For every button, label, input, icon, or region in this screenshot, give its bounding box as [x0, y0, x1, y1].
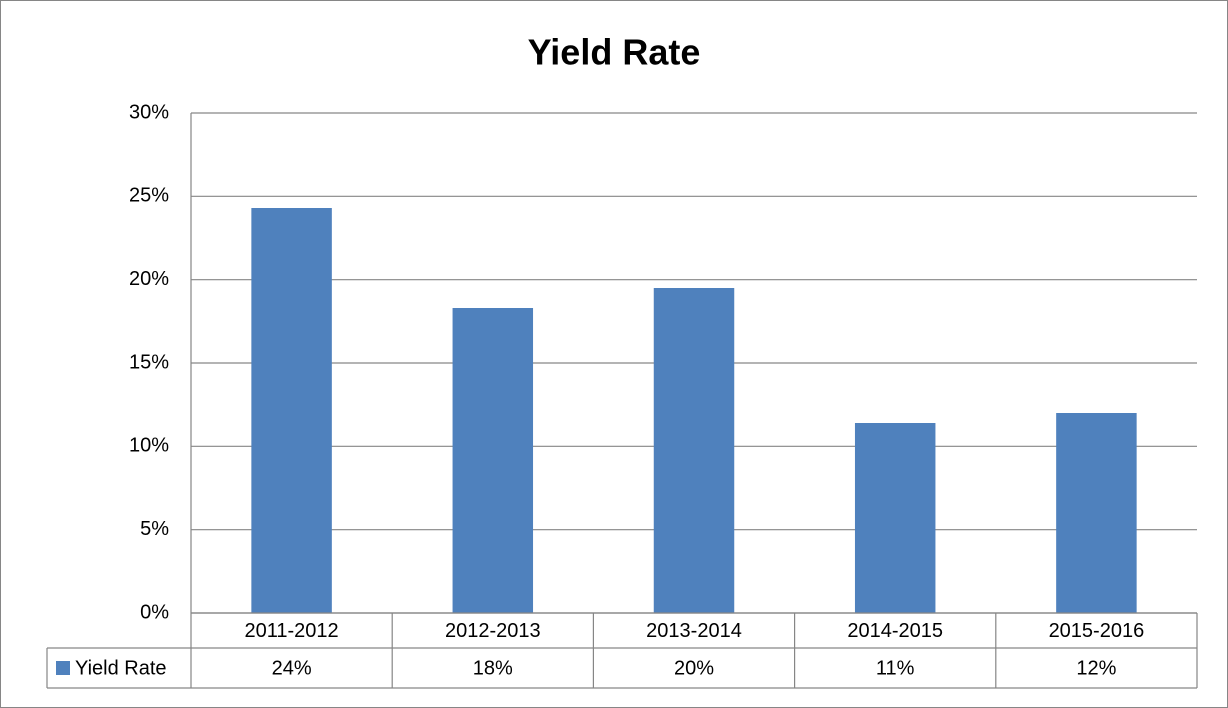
data-label: 18%: [473, 657, 513, 679]
data-label: 12%: [1076, 657, 1116, 679]
data-label: 11%: [876, 657, 915, 679]
data-label: 20%: [674, 657, 714, 679]
x-tick-label: 2014-2015: [847, 620, 943, 642]
y-tick-label: 30%: [129, 101, 169, 123]
bar: [452, 308, 534, 613]
y-tick-label: 0%: [140, 601, 169, 623]
y-tick-label: 20%: [129, 268, 169, 290]
chart-title: Yield Rate: [528, 32, 701, 73]
bar: [653, 288, 735, 613]
x-tick-label: 2013-2014: [646, 620, 742, 642]
bar: [251, 208, 332, 613]
legend-label: Yield Rate: [75, 657, 167, 679]
bar: [1056, 413, 1137, 613]
y-tick-label: 10%: [129, 435, 169, 457]
data-label: 24%: [272, 657, 312, 679]
x-tick-label: 2012-2013: [445, 620, 541, 642]
y-tick-label: 5%: [140, 518, 169, 540]
x-tick-label: 2011-2012: [245, 620, 339, 642]
x-tick-label: 2015-2016: [1049, 620, 1145, 642]
y-tick-label: 25%: [129, 185, 169, 207]
y-tick-label: 15%: [129, 351, 169, 373]
legend-swatch: [56, 661, 70, 675]
bar: [854, 423, 936, 613]
